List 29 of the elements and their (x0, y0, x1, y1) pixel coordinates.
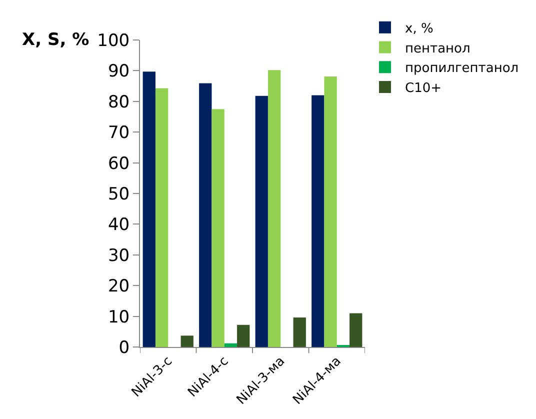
y-tick-label: 0 (118, 338, 130, 358)
bar (312, 95, 324, 347)
y-tick-label: 100 (97, 30, 130, 51)
y-tick-label: 30 (108, 246, 130, 266)
bar (155, 88, 168, 347)
y-tick-label: 90 (108, 62, 130, 82)
bar (224, 343, 238, 347)
legend-label: пентанол (405, 41, 470, 56)
y-tick-label: 60 (108, 154, 130, 174)
y-tick-label: 10 (108, 307, 130, 328)
y-tick-label: 40 (108, 215, 130, 236)
bar (142, 72, 156, 347)
y-tick-label: 50 (108, 184, 130, 204)
y-tick-label: 20 (108, 276, 130, 297)
bar (237, 324, 250, 347)
legend-label: пропилгептанол (405, 61, 519, 76)
bar (268, 70, 281, 347)
legend-label: C10+ (405, 81, 442, 96)
bar (212, 109, 224, 347)
bar (350, 313, 362, 347)
bar (324, 76, 337, 347)
legend-label: x, % (405, 21, 434, 36)
bar (180, 336, 194, 347)
bar (293, 318, 306, 347)
y-axis-title: X, S, % (22, 30, 90, 50)
bar (255, 96, 268, 347)
y-tick-label: 80 (108, 92, 130, 112)
y-tick-label: 70 (108, 123, 130, 144)
bar (199, 83, 212, 347)
